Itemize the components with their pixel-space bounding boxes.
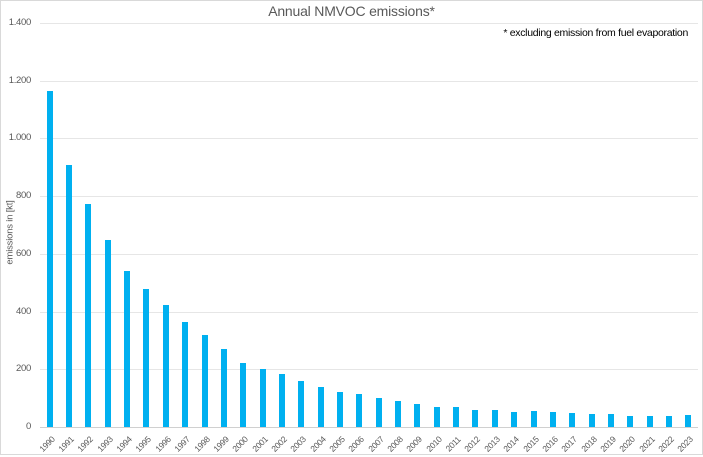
bar-1999 — [220, 349, 227, 427]
bar-2009 — [414, 403, 421, 427]
bar-2000 — [240, 362, 247, 427]
bar-2017 — [569, 412, 576, 427]
bar-1994 — [124, 271, 131, 427]
chart-annotation: * excluding emission from fuel evaporati… — [503, 27, 688, 39]
x-tick-label: 2012 — [462, 434, 483, 454]
bar-2011 — [453, 407, 460, 427]
gridline — [40, 81, 698, 82]
x-tick-label: 1995 — [133, 434, 154, 454]
bar-1996 — [162, 304, 169, 427]
y-tick-label: 1.000 — [8, 132, 32, 143]
y-tick-label: 600 — [16, 248, 31, 259]
bar-2019 — [607, 413, 614, 427]
gridline — [40, 196, 698, 197]
bar-2020 — [627, 416, 634, 427]
bar-2012 — [472, 409, 479, 427]
gridline — [40, 254, 698, 255]
bar-2003 — [298, 380, 305, 427]
y-tick-label: 0 — [26, 421, 31, 432]
bar-2015 — [530, 411, 537, 427]
bar-2018 — [588, 413, 595, 427]
y-tick-label: 800 — [16, 190, 31, 201]
y-tick-label: 1.200 — [8, 75, 32, 86]
y-tick-label: 400 — [16, 306, 31, 317]
bar-2022 — [665, 416, 672, 427]
y-axis-label: emissions in [kt] — [4, 200, 16, 265]
bar-2001 — [259, 368, 266, 427]
bar-2023 — [685, 415, 692, 427]
x-tick-label: 1998 — [191, 434, 212, 454]
x-tick-label: 2001 — [249, 434, 270, 454]
bar-2013 — [491, 410, 498, 427]
x-tick-label: 2015 — [520, 434, 541, 454]
x-tick-label: 2021 — [636, 434, 657, 454]
y-tick-label: 200 — [16, 363, 31, 374]
gridline — [40, 312, 698, 313]
bar-2008 — [395, 401, 402, 427]
bar-2010 — [433, 406, 440, 427]
bar-1992 — [85, 204, 92, 427]
bar-1990 — [46, 90, 53, 427]
bar-1995 — [143, 288, 150, 427]
x-tick-label: 2004 — [307, 434, 328, 454]
gridline — [40, 23, 698, 24]
bar-2005 — [336, 391, 343, 427]
bar-1998 — [201, 334, 208, 427]
gridline — [40, 369, 698, 370]
bar-1991 — [66, 165, 73, 427]
bar-2016 — [549, 411, 556, 427]
y-tick-label: 1.400 — [8, 17, 32, 28]
chart-title: Annual NMVOC emissions* — [268, 3, 435, 19]
bar-2004 — [317, 386, 324, 427]
bar-1993 — [104, 239, 111, 427]
gridline — [40, 138, 698, 139]
bar-2002 — [278, 374, 285, 427]
bar-2021 — [646, 416, 653, 427]
bar-2014 — [511, 411, 518, 427]
x-axis-line — [40, 427, 698, 428]
bar-1997 — [182, 321, 189, 427]
bar-2007 — [375, 398, 382, 427]
bar-2006 — [356, 394, 363, 427]
x-tick-label: 2018 — [578, 434, 599, 454]
